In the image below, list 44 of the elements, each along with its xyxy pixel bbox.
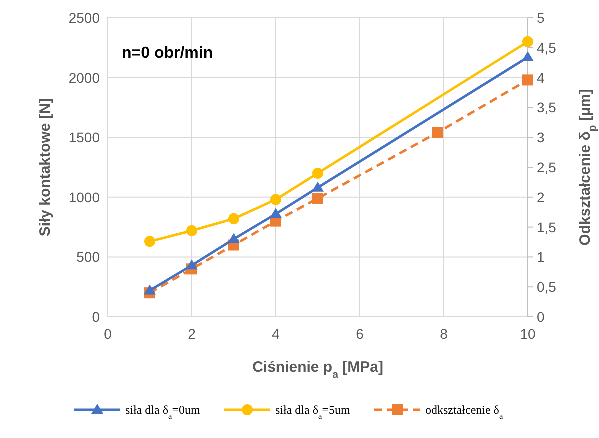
point — [270, 208, 282, 218]
y2-tick-label: 4,5 — [537, 40, 557, 56]
y-tick-label: 2000 — [68, 70, 100, 86]
point — [432, 127, 444, 138]
legend-label: siła dla δ$_{a}$=5um — [276, 403, 351, 420]
y-tick-label: 2500 — [68, 10, 100, 26]
x-tick-label: 4 — [272, 326, 280, 342]
point — [270, 194, 282, 206]
point — [312, 182, 324, 192]
y2-tick-label: 3 — [537, 130, 545, 146]
y-tick-label: 0 — [92, 309, 100, 325]
y2-tick-label: 1,5 — [537, 219, 557, 236]
y-tick-label: 1500 — [68, 130, 100, 146]
y2-tick-label: 2 — [537, 189, 545, 206]
x-tick-label: 2 — [188, 326, 196, 342]
y-tick-label: 1000 — [68, 189, 100, 206]
y-axis-title: Siły kontaktowe [N] — [37, 98, 54, 237]
x-tick-label: 0 — [104, 326, 112, 342]
x-tick-label: 6 — [356, 326, 364, 342]
y2-tick-label: 0,5 — [537, 279, 557, 296]
point — [228, 233, 240, 244]
point — [312, 193, 324, 204]
point — [144, 236, 156, 248]
y2-tick-label: 3,5 — [537, 100, 557, 116]
x-tick-label: 8 — [440, 326, 448, 342]
x-axis-title: Ciśnienie p$_{a}$ [MPa] — [252, 359, 384, 381]
point — [144, 284, 156, 295]
legend-label: odkształcenie δ$_{a}$ — [426, 403, 504, 420]
point — [186, 225, 198, 236]
y2-tick-label: 5 — [537, 10, 545, 26]
point — [186, 260, 198, 270]
point — [522, 51, 534, 62]
point — [312, 168, 324, 179]
y2-tick-label: 0 — [537, 309, 545, 325]
point — [228, 213, 240, 224]
x-tick-label: 10 — [520, 326, 536, 342]
legend-label: siła dla δ$_{a}$=0um — [126, 403, 201, 420]
y2-tick-label: 2,5 — [537, 160, 557, 176]
y-tick-label: 500 — [76, 249, 100, 266]
y2-tick-label: 1 — [537, 249, 545, 266]
y2-tick-label: 4 — [537, 70, 545, 86]
point — [522, 74, 534, 86]
point — [522, 36, 534, 48]
annotation: n=0 obr/min — [122, 45, 214, 62]
